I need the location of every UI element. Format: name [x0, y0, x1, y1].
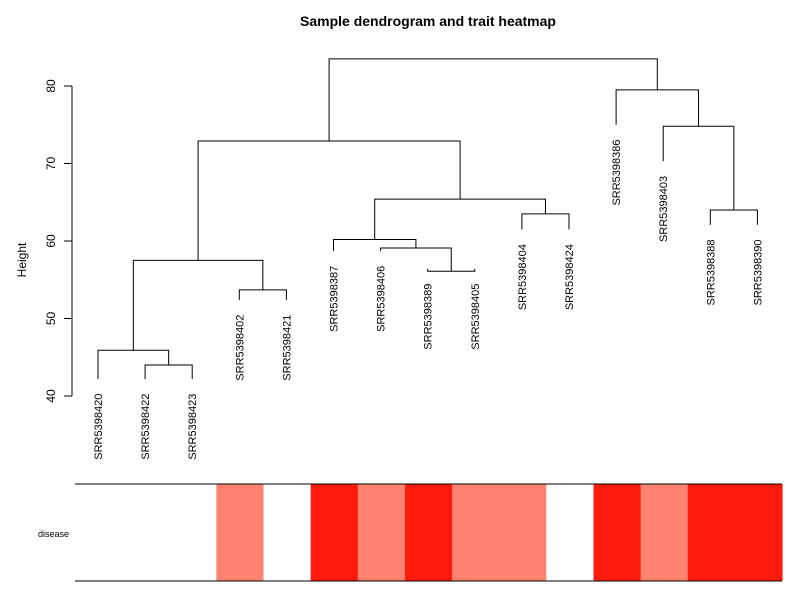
- leaf-label: SRR5398387: [329, 266, 341, 332]
- trait-cell: [357, 484, 406, 581]
- dendrogram-link: [144, 364, 193, 379]
- dendrogram-link: [238, 289, 287, 300]
- leaf-label: SRR5398386: [611, 139, 623, 205]
- trait-cell: [404, 484, 453, 581]
- chart-title: Sample dendrogram and trait heatmap: [300, 13, 556, 29]
- trait-cell: [499, 484, 547, 581]
- trait-label: disease: [38, 529, 69, 539]
- trait-cell: [734, 484, 783, 581]
- dendrogram-link: [380, 247, 452, 272]
- dendrogram: [97, 58, 758, 379]
- leaf-label: SRR5398421: [281, 315, 293, 381]
- leaf-label: SRR5398424: [564, 244, 576, 310]
- trait-cell: [593, 484, 642, 581]
- dendrogram-link: [374, 198, 546, 240]
- trait-cell: [310, 484, 359, 581]
- leaf-label: SRR5398406: [376, 266, 388, 332]
- leaf-label: SRR5398404: [517, 244, 529, 310]
- trait-cell: [122, 484, 170, 581]
- y-tick-label: 70: [44, 157, 58, 171]
- leaf-labels: SRR5398420 SRR5398422 SRR5398423 SRR5398402…: [93, 139, 764, 459]
- leaf-label: SRR5398390: [752, 239, 764, 305]
- y-tick-label: 50: [44, 312, 58, 326]
- trait-cell: [216, 484, 265, 581]
- leaf-label: SRR5398405: [470, 284, 482, 350]
- trait-cell: [75, 484, 123, 581]
- leaf-label: SRR5398423: [187, 394, 199, 460]
- y-axis: 40 50 60 70 80: [44, 79, 73, 403]
- y-tick-label: 80: [44, 79, 58, 93]
- leaf-label: SRR5398402: [234, 315, 246, 381]
- leaf-label: SRR5398389: [423, 284, 435, 350]
- dendrogram-link: [662, 125, 735, 210]
- leaf-label: SRR5398422: [140, 394, 152, 460]
- dendrogram-link: [333, 238, 417, 252]
- dendrogram-link: [328, 58, 658, 142]
- trait-cell: [169, 484, 217, 581]
- y-tick-label: 60: [44, 234, 58, 248]
- trait-cell: [546, 484, 595, 581]
- trait-cell: [640, 484, 689, 581]
- trait-cell: [687, 484, 736, 581]
- leaf-label: SRR5398420: [93, 394, 105, 460]
- leaf-label: SRR5398388: [705, 239, 717, 305]
- leaf-label: SRR5398403: [658, 176, 670, 242]
- y-axis-label: Height: [15, 242, 29, 277]
- y-tick-label: 40: [44, 389, 58, 403]
- dendrogram-link: [615, 89, 700, 127]
- trait-cell: [263, 484, 312, 581]
- dendrogram-link: [521, 213, 570, 230]
- dendrogram-link: [197, 140, 461, 261]
- trait-heatmap: [75, 483, 783, 582]
- dendrogram-link: [709, 209, 758, 225]
- trait-cell: [452, 484, 500, 581]
